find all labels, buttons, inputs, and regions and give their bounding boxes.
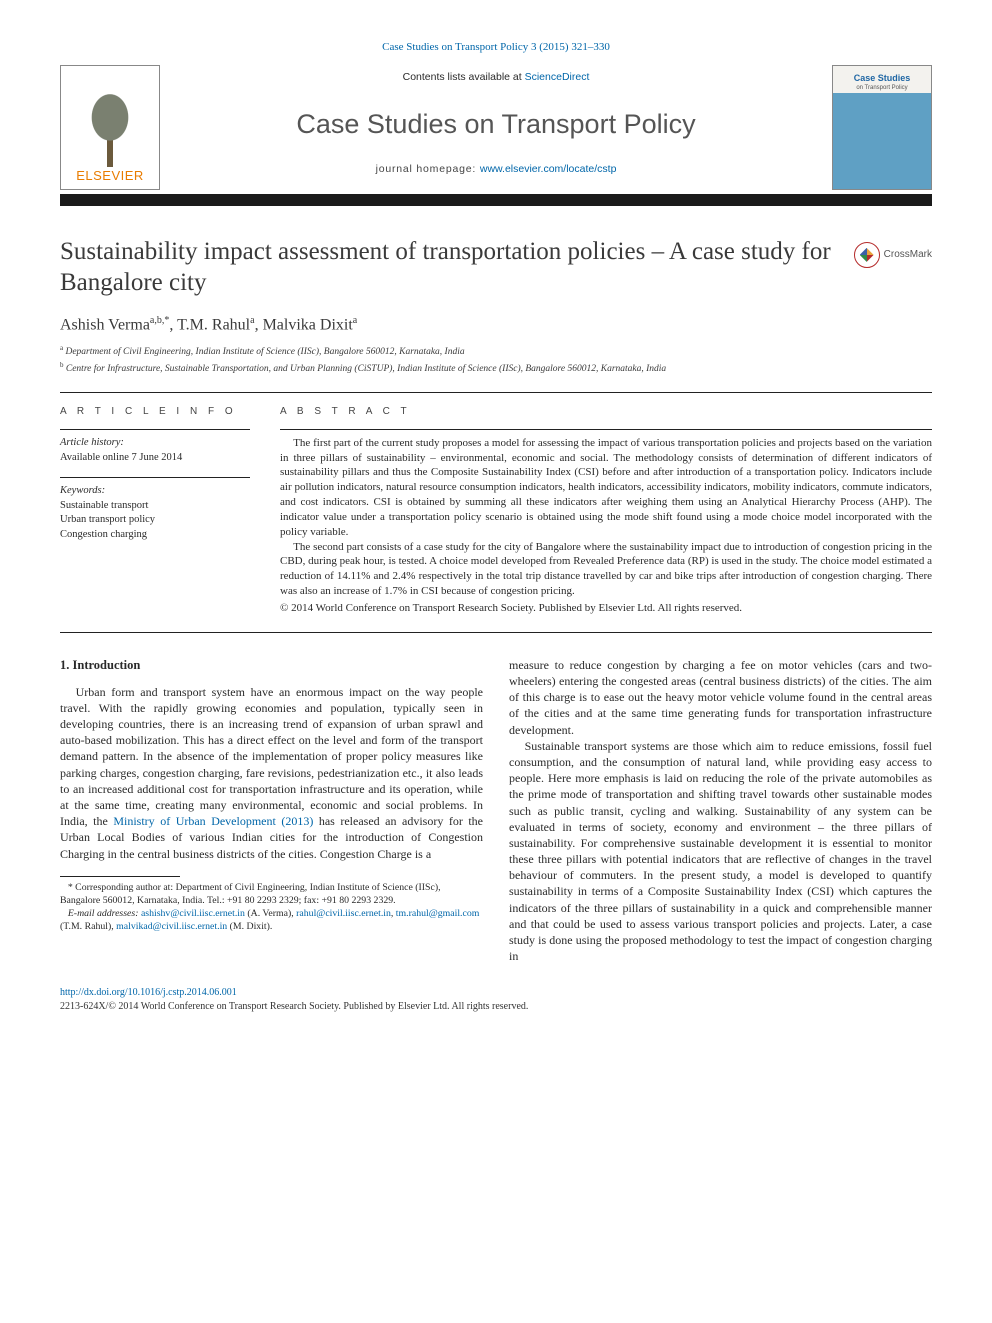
page-footer: http://dx.doi.org/10.1016/j.cstp.2014.06… — [60, 986, 932, 1013]
sciencedirect-link[interactable]: ScienceDirect — [525, 71, 590, 83]
intro-para-1: Urban form and transport system have an … — [60, 684, 483, 862]
keyword-1: Sustainable transport — [60, 499, 250, 513]
article-body: 1. Introduction Urban form and transport… — [60, 657, 932, 965]
author-3: , Malvika Dixit — [255, 317, 353, 334]
article-title: Sustainability impact assessment of tran… — [60, 236, 834, 299]
abstract-para-2: The second part consists of a case study… — [280, 540, 932, 599]
email-addresses-line: E-mail addresses: ashishv@civil.iisc.ern… — [60, 907, 483, 933]
corr-author-text: * Corresponding author at: Department of… — [60, 881, 483, 907]
article-info-heading: A R T I C L E I N F O — [60, 405, 250, 419]
contents-list-line: Contents lists available at ScienceDirec… — [172, 65, 820, 92]
abstract-rule — [280, 429, 932, 430]
email-4[interactable]: malvikad@civil.iisc.ernet.in — [116, 921, 227, 932]
doi-link[interactable]: http://dx.doi.org/10.1016/j.cstp.2014.06… — [60, 987, 237, 998]
homepage-prefix: journal homepage: — [376, 163, 480, 175]
elsevier-logo: ELSEVIER — [60, 65, 160, 190]
email-1[interactable]: ashishv@civil.iisc.ernet.in — [141, 908, 245, 919]
abstract-copyright: © 2014 World Conference on Transport Res… — [280, 601, 932, 616]
author-3-affil-marks: a — [353, 315, 357, 326]
crossmark-label: CrossMark — [884, 248, 932, 262]
author-1: Ashish Verma — [60, 317, 150, 334]
keyword-3: Congestion charging — [60, 528, 250, 542]
journal-homepage-url[interactable]: www.elsevier.com/locate/cstp — [480, 163, 617, 175]
affiliation-a-text: Department of Civil Engineering, Indian … — [65, 347, 464, 357]
author-list: Ashish Vermaa,b,*, T.M. Rahul a, Malvika … — [60, 314, 932, 336]
abstract-para-1: The first part of the current study prop… — [280, 436, 932, 540]
keywords-label: Keywords: — [60, 484, 250, 498]
abstract-block: A B S T R A C T The first part of the cu… — [280, 405, 932, 616]
affiliation-b: b Centre for Infrastructure, Sustainable… — [60, 361, 932, 376]
footnote-rule — [60, 876, 180, 877]
journal-cover-thumbnail: Case Studies on Transport Policy — [832, 65, 932, 190]
crossmark-badge[interactable]: CrossMark — [854, 242, 932, 268]
masthead-rule — [60, 194, 932, 206]
article-history-date: Available online 7 June 2014 — [60, 451, 250, 465]
info-rule-2 — [60, 477, 250, 478]
author-2: , T.M. Rahul — [169, 317, 250, 334]
title-rule — [60, 392, 932, 393]
email-3[interactable]: tm.rahul@gmail.com — [396, 908, 480, 919]
article-info-sidebar: A R T I C L E I N F O Article history: A… — [60, 405, 250, 616]
article-history-label: Article history: — [60, 436, 250, 450]
crossmark-icon — [854, 242, 880, 268]
masthead: ELSEVIER Contents lists available at Sci… — [60, 65, 932, 190]
author-1-affil-marks: a,b,* — [150, 315, 169, 326]
corresponding-author-note: * Corresponding author at: Department of… — [60, 881, 483, 934]
journal-title: Case Studies on Transport Policy — [172, 106, 820, 142]
section-heading-1: 1. Introduction — [60, 657, 483, 674]
intro-para-3: Sustainable transport systems are those … — [509, 738, 932, 965]
running-citation: Case Studies on Transport Policy 3 (2015… — [60, 40, 932, 55]
info-rule-1 — [60, 429, 250, 430]
elsevier-logo-text: ELSEVIER — [76, 167, 144, 185]
abstract-bottom-rule — [60, 632, 932, 633]
cover-subtitle: on Transport Policy — [833, 84, 931, 92]
cover-title: Case Studies — [833, 72, 931, 84]
affiliation-b-text: Centre for Infrastructure, Sustainable T… — [66, 364, 666, 374]
journal-homepage-line: journal homepage: www.elsevier.com/locat… — [172, 162, 820, 176]
email-2[interactable]: rahul@civil.iisc.ernet.in — [296, 908, 391, 919]
abstract-heading: A B S T R A C T — [280, 405, 932, 419]
emails-label: E-mail addresses: — [68, 908, 141, 919]
intro-span-1a: Urban form and transport system have an … — [60, 685, 483, 829]
intro-para-2: measure to reduce congestion by charging… — [509, 657, 932, 738]
contents-prefix: Contents lists available at — [403, 71, 525, 83]
elsevier-tree-icon — [80, 87, 140, 167]
affiliation-a: a Department of Civil Engineering, India… — [60, 344, 932, 359]
keyword-2: Urban transport policy — [60, 513, 250, 527]
email-3-who: (T.M. Rahul), — [60, 921, 116, 932]
reference-link-moud-2013[interactable]: Ministry of Urban Development (2013) — [113, 814, 313, 828]
issn-copyright-line: 2213-624X/© 2014 World Conference on Tra… — [60, 1000, 932, 1014]
email-4-who: (M. Dixit). — [227, 921, 272, 932]
email-1-who: (A. Verma), — [245, 908, 296, 919]
